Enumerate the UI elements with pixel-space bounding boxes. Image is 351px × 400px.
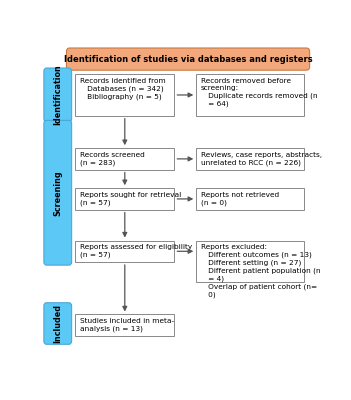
FancyBboxPatch shape [44, 120, 72, 265]
Text: Records identified from
   Databases (n = 342)
   Bibliography (n = 5): Records identified from Databases (n = 3… [80, 78, 166, 100]
Text: Records screened
(n = 283): Records screened (n = 283) [80, 152, 145, 166]
FancyBboxPatch shape [196, 240, 304, 282]
FancyBboxPatch shape [196, 148, 304, 170]
FancyBboxPatch shape [75, 188, 174, 210]
Text: Studies included in meta-
analysis (n = 13): Studies included in meta- analysis (n = … [80, 318, 174, 332]
FancyBboxPatch shape [196, 188, 304, 210]
FancyBboxPatch shape [44, 68, 72, 122]
FancyBboxPatch shape [66, 48, 310, 70]
Text: Reports excluded:
   Different outcomes (n = 13)
   Different setting (n = 27)
 : Reports excluded: Different outcomes (n … [201, 244, 321, 298]
Text: Records removed before
screening:
   Duplicate records removed (n
   = 64): Records removed before screening: Duplic… [201, 78, 318, 107]
FancyBboxPatch shape [196, 74, 304, 116]
Text: Reports not retrieved
(n = 0): Reports not retrieved (n = 0) [201, 192, 279, 206]
Text: Included: Included [53, 304, 62, 343]
Text: Reviews, case reports, abstracts,
unrelated to RCC (n = 226): Reviews, case reports, abstracts, unrela… [201, 152, 322, 166]
Text: Reports sought for retrieval
(n = 57): Reports sought for retrieval (n = 57) [80, 192, 181, 206]
Text: Reports assessed for eligibility
(n = 57): Reports assessed for eligibility (n = 57… [80, 244, 192, 258]
Text: Screening: Screening [53, 170, 62, 216]
FancyBboxPatch shape [75, 314, 174, 336]
FancyBboxPatch shape [75, 240, 174, 262]
Text: Identification: Identification [53, 64, 62, 125]
FancyBboxPatch shape [75, 74, 174, 116]
Text: Identification of studies via databases and registers: Identification of studies via databases … [64, 54, 312, 64]
FancyBboxPatch shape [44, 303, 72, 344]
FancyBboxPatch shape [75, 148, 174, 170]
